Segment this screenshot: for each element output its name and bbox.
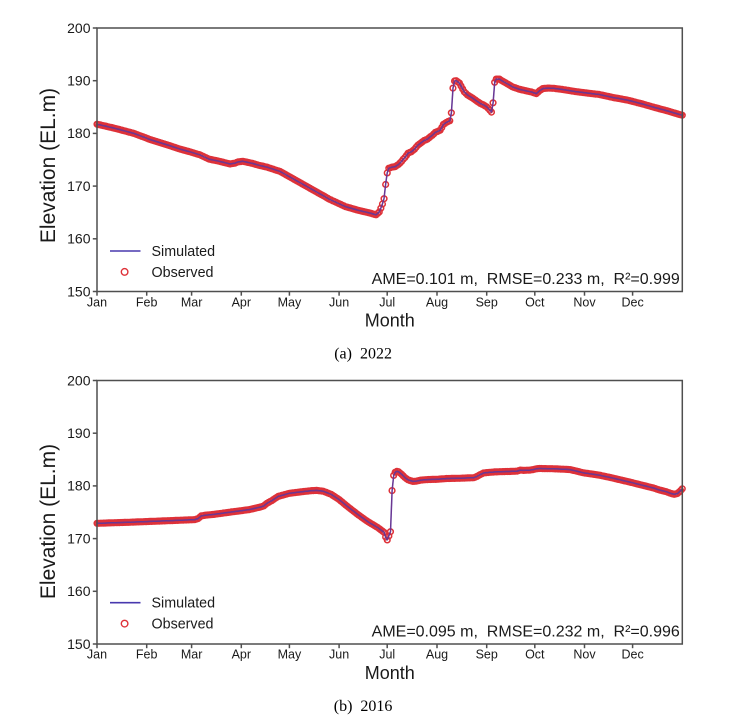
svg-text:Jan: Jan <box>87 295 107 309</box>
svg-text:May: May <box>278 295 302 309</box>
svg-text:Jul: Jul <box>379 648 395 662</box>
svg-text:160: 160 <box>67 231 91 247</box>
svg-text:Sep: Sep <box>476 295 498 309</box>
svg-text:May: May <box>278 648 302 662</box>
svg-text:Simulated: Simulated <box>152 244 216 260</box>
svg-text:(b) 2016: (b) 2016 <box>334 698 393 715</box>
svg-text:Dec: Dec <box>621 295 643 309</box>
svg-text:190: 190 <box>67 425 91 441</box>
svg-text:Oct: Oct <box>525 648 545 662</box>
svg-text:Mar: Mar <box>181 295 203 309</box>
svg-text:Sep: Sep <box>476 648 498 662</box>
svg-text:Elevation (EL.m): Elevation (EL.m) <box>37 444 60 599</box>
svg-text:Dec: Dec <box>621 648 643 662</box>
svg-text:Nov: Nov <box>573 295 596 309</box>
svg-text:150: 150 <box>67 636 91 652</box>
svg-text:Jan: Jan <box>87 648 107 662</box>
svg-text:Jun: Jun <box>329 295 349 309</box>
svg-text:(a) 2022: (a) 2022 <box>334 345 392 362</box>
svg-text:AME=0.101 m, RMSE=0.233 m, R: AME=0.101 m, RMSE=0.233 m, R²=0.999 <box>372 271 680 288</box>
svg-text:Feb: Feb <box>136 648 158 662</box>
svg-text:Oct: Oct <box>525 295 545 309</box>
svg-text:180: 180 <box>67 125 91 141</box>
svg-text:Aug: Aug <box>426 648 448 662</box>
svg-text:Jun: Jun <box>329 648 349 662</box>
svg-text:Month: Month <box>365 310 415 330</box>
svg-text:Apr: Apr <box>232 295 251 309</box>
svg-text:190: 190 <box>67 73 91 89</box>
svg-text:160: 160 <box>67 583 91 599</box>
svg-text:200: 200 <box>67 372 91 388</box>
svg-text:AME=0.095 m, RMSE=0.232 m, R: AME=0.095 m, RMSE=0.232 m, R²=0.996 <box>372 624 680 641</box>
svg-text:Mar: Mar <box>181 648 203 662</box>
svg-text:Apr: Apr <box>232 648 251 662</box>
svg-text:Observed: Observed <box>152 265 214 281</box>
svg-text:170: 170 <box>67 530 91 546</box>
svg-text:180: 180 <box>67 478 91 494</box>
svg-text:150: 150 <box>67 283 91 299</box>
svg-text:Jul: Jul <box>379 295 395 309</box>
svg-text:200: 200 <box>67 20 91 36</box>
svg-text:Nov: Nov <box>573 648 596 662</box>
svg-text:Simulated: Simulated <box>152 596 216 612</box>
svg-text:Month: Month <box>365 663 415 683</box>
svg-text:170: 170 <box>67 178 91 194</box>
svg-text:Observed: Observed <box>152 617 214 633</box>
svg-text:Feb: Feb <box>136 295 158 309</box>
svg-text:Elevation (EL.m): Elevation (EL.m) <box>37 88 60 243</box>
svg-text:Aug: Aug <box>426 295 448 309</box>
